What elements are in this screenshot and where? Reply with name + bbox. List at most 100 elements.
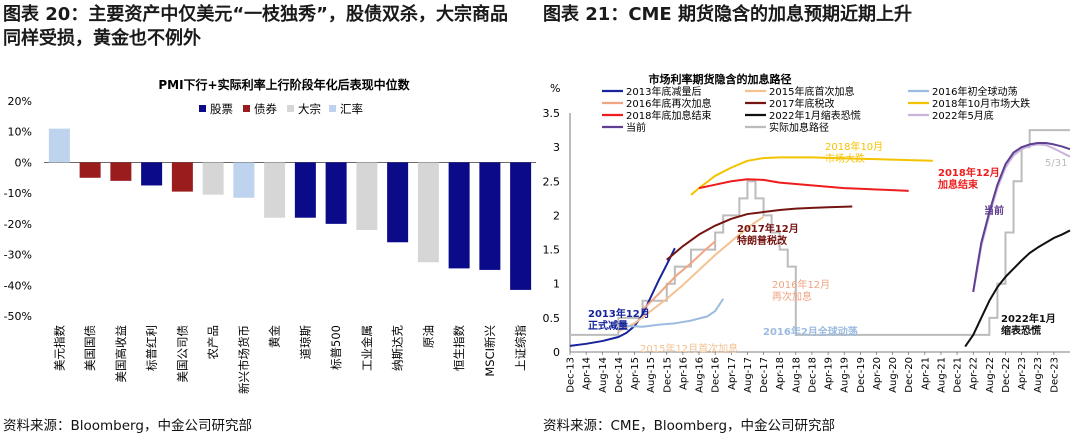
bar-legend-label: 大宗: [298, 102, 321, 116]
bar-chart: PMI下行+实际利率上行阶段年化后表现中位数 股票 债券 大宗 汇率 20% 10% 0%…: [4, 77, 536, 394]
right-panel-title: 图表 21：CME 期货隐含的加息预期近期上升: [543, 4, 912, 25]
bar-legend: 股票 债券 大宗 汇率: [199, 102, 363, 116]
line-x-tick: Aug-14: [598, 357, 609, 393]
line-x-tick: Aug-16: [695, 357, 706, 393]
right-source-note: 资料来源：CME，Bloomberg，中金公司研究部: [543, 418, 836, 434]
line-legend-label: 2017年底税改: [769, 97, 834, 110]
line-chart-title: 市场利率期货隐含的加息路径: [649, 72, 792, 86]
series-5: [690, 156, 933, 196]
bar-y-tick: -10%: [4, 187, 32, 200]
bar-x-tick: 工业金属: [360, 325, 374, 371]
bar-legend-swatch: [243, 105, 250, 112]
series-6: [698, 178, 909, 192]
bar-x-tick: 道琼斯: [298, 325, 312, 360]
series-1: [617, 215, 765, 333]
bar-legend-label: 汇率: [340, 102, 363, 116]
line-annotation: 2018年10月: [825, 140, 883, 153]
line-x-tick: Aug-21: [936, 357, 947, 393]
line-x-tick: Dec-23: [1049, 357, 1060, 393]
line-y-tick: 2.5: [543, 175, 561, 188]
line-annotation: 加息结束: [937, 178, 979, 191]
line-x-tick: Apr-18: [775, 357, 786, 390]
bar-4: [171, 162, 193, 192]
line-chart: 市场利率期货隐含的加息路径 % 0 0.5 1 1.5 2 2.5 3 3.5 Dec-13 Ap…: [543, 72, 1071, 393]
line-legend-label: 实际加息路径: [769, 121, 829, 134]
line-x-tick: Aug-17: [743, 357, 754, 393]
line-annotation: 2016年2月全球动荡: [763, 325, 858, 338]
line-y-tick: 1.5: [543, 244, 561, 257]
line-x-tick: Dec-17: [759, 357, 770, 393]
line-y-unit: %: [550, 82, 560, 95]
line-x-tick: Dec-16: [711, 357, 722, 393]
line-x-tick: Dec-15: [662, 357, 673, 393]
line-y-tick: 3: [553, 141, 560, 154]
line-y-tick: 3.5: [543, 107, 561, 120]
line-legend-label: 2022年5月底: [932, 109, 994, 122]
bar-y-tick: 0%: [15, 156, 32, 169]
line-annotation: 缩表恐慌: [1001, 324, 1041, 337]
bar-8: [294, 162, 316, 218]
bar-y-tick: -40%: [4, 279, 32, 292]
line-x-tick: Apr-14: [582, 357, 593, 390]
bar-2: [110, 162, 132, 181]
bar-legend-swatch: [287, 105, 294, 112]
bar-6: [233, 162, 255, 198]
line-x-tick: Dec-19: [856, 357, 867, 393]
bar-chart-title: PMI下行+实际利率上行阶段年化后表现中位数: [158, 77, 410, 92]
line-y-tick: 0: [553, 346, 560, 359]
line-annotation: 2013年12月: [588, 307, 650, 320]
bar-legend-swatch: [329, 105, 336, 112]
line-annotation: 正式减量: [588, 319, 628, 332]
left-source-note: 资料来源：Bloomberg，中金公司研究部: [3, 418, 252, 434]
bar-x-tick: 美国公司债: [175, 325, 189, 383]
line-x-tick: Aug-18: [791, 357, 802, 393]
line-legend-label: 2018年10月市场大跌: [932, 97, 1030, 110]
line-x-tick: Apr-16: [678, 357, 689, 390]
bar-x-tick: MSCI新兴: [483, 325, 497, 377]
bar-x-axis: 美元指数 美国国债 美国高收益 标普红利 美国公司债 农产品 新兴市场货币 黄金 道琼斯 标普50…: [52, 325, 527, 394]
bar-x-tick: 标普红利: [145, 325, 159, 371]
bar-x-tick: 原油: [421, 325, 435, 348]
left-panel-title: 图表 20：主要资产中仅美元“一枝独秀”，股债双杀，大宗商品同样受损，黄金也不例…: [3, 4, 508, 49]
bar-12: [417, 162, 439, 263]
series-4: [666, 205, 853, 261]
line-annotation: 2016年12月: [772, 278, 830, 291]
line-x-tick: Dec-20: [904, 357, 915, 393]
line-legend-label: 2016年初全球动荡: [932, 85, 1017, 98]
line-y-tick: 2: [553, 209, 560, 222]
line-annotation: 市场大跌: [825, 152, 865, 165]
bar-x-tick: 美元指数: [52, 325, 66, 371]
bar-13: [448, 162, 470, 269]
bar-3: [141, 162, 163, 186]
line-annotation: 再次加息: [772, 290, 812, 303]
line-x-tick: Apr-20: [872, 357, 883, 390]
line-x-tick: Dec-22: [1001, 357, 1012, 393]
line-y-tick: 0.5: [543, 312, 561, 325]
bar-y-tick: 20%: [8, 95, 32, 108]
line-x-tick: Aug-22: [985, 357, 996, 393]
bar-legend-swatch: [199, 105, 206, 112]
bar-11: [387, 162, 409, 243]
bar-y-tick: -30%: [4, 249, 32, 262]
line-x-tick: Apr-23: [1017, 357, 1028, 390]
line-x-tick: Dec-13: [566, 357, 577, 393]
bar-1: [79, 162, 101, 178]
bar-y-tick: -50%: [4, 310, 32, 323]
bar-x-tick: 新兴市场货币: [237, 325, 251, 394]
bar-series: [48, 128, 532, 290]
line-annotation: 特朗普税改: [737, 234, 788, 247]
bar-9: [325, 162, 347, 224]
line-annotation: 2015年12月首次加息: [640, 342, 738, 355]
line-series: [569, 129, 1071, 348]
series-2: [626, 298, 725, 328]
bar-x-tick: 纳斯达克: [391, 325, 405, 371]
line-x-tick: Aug-19: [840, 357, 851, 393]
line-x-tick: Aug-15: [646, 357, 657, 393]
line-x-tick: Apr-19: [824, 357, 835, 390]
bar-0: [48, 128, 70, 163]
bar-x-tick: 美国高收益: [114, 325, 128, 383]
line-annotation: 2018年12月: [938, 166, 1000, 179]
line-x-tick: Apr-15: [630, 357, 641, 390]
